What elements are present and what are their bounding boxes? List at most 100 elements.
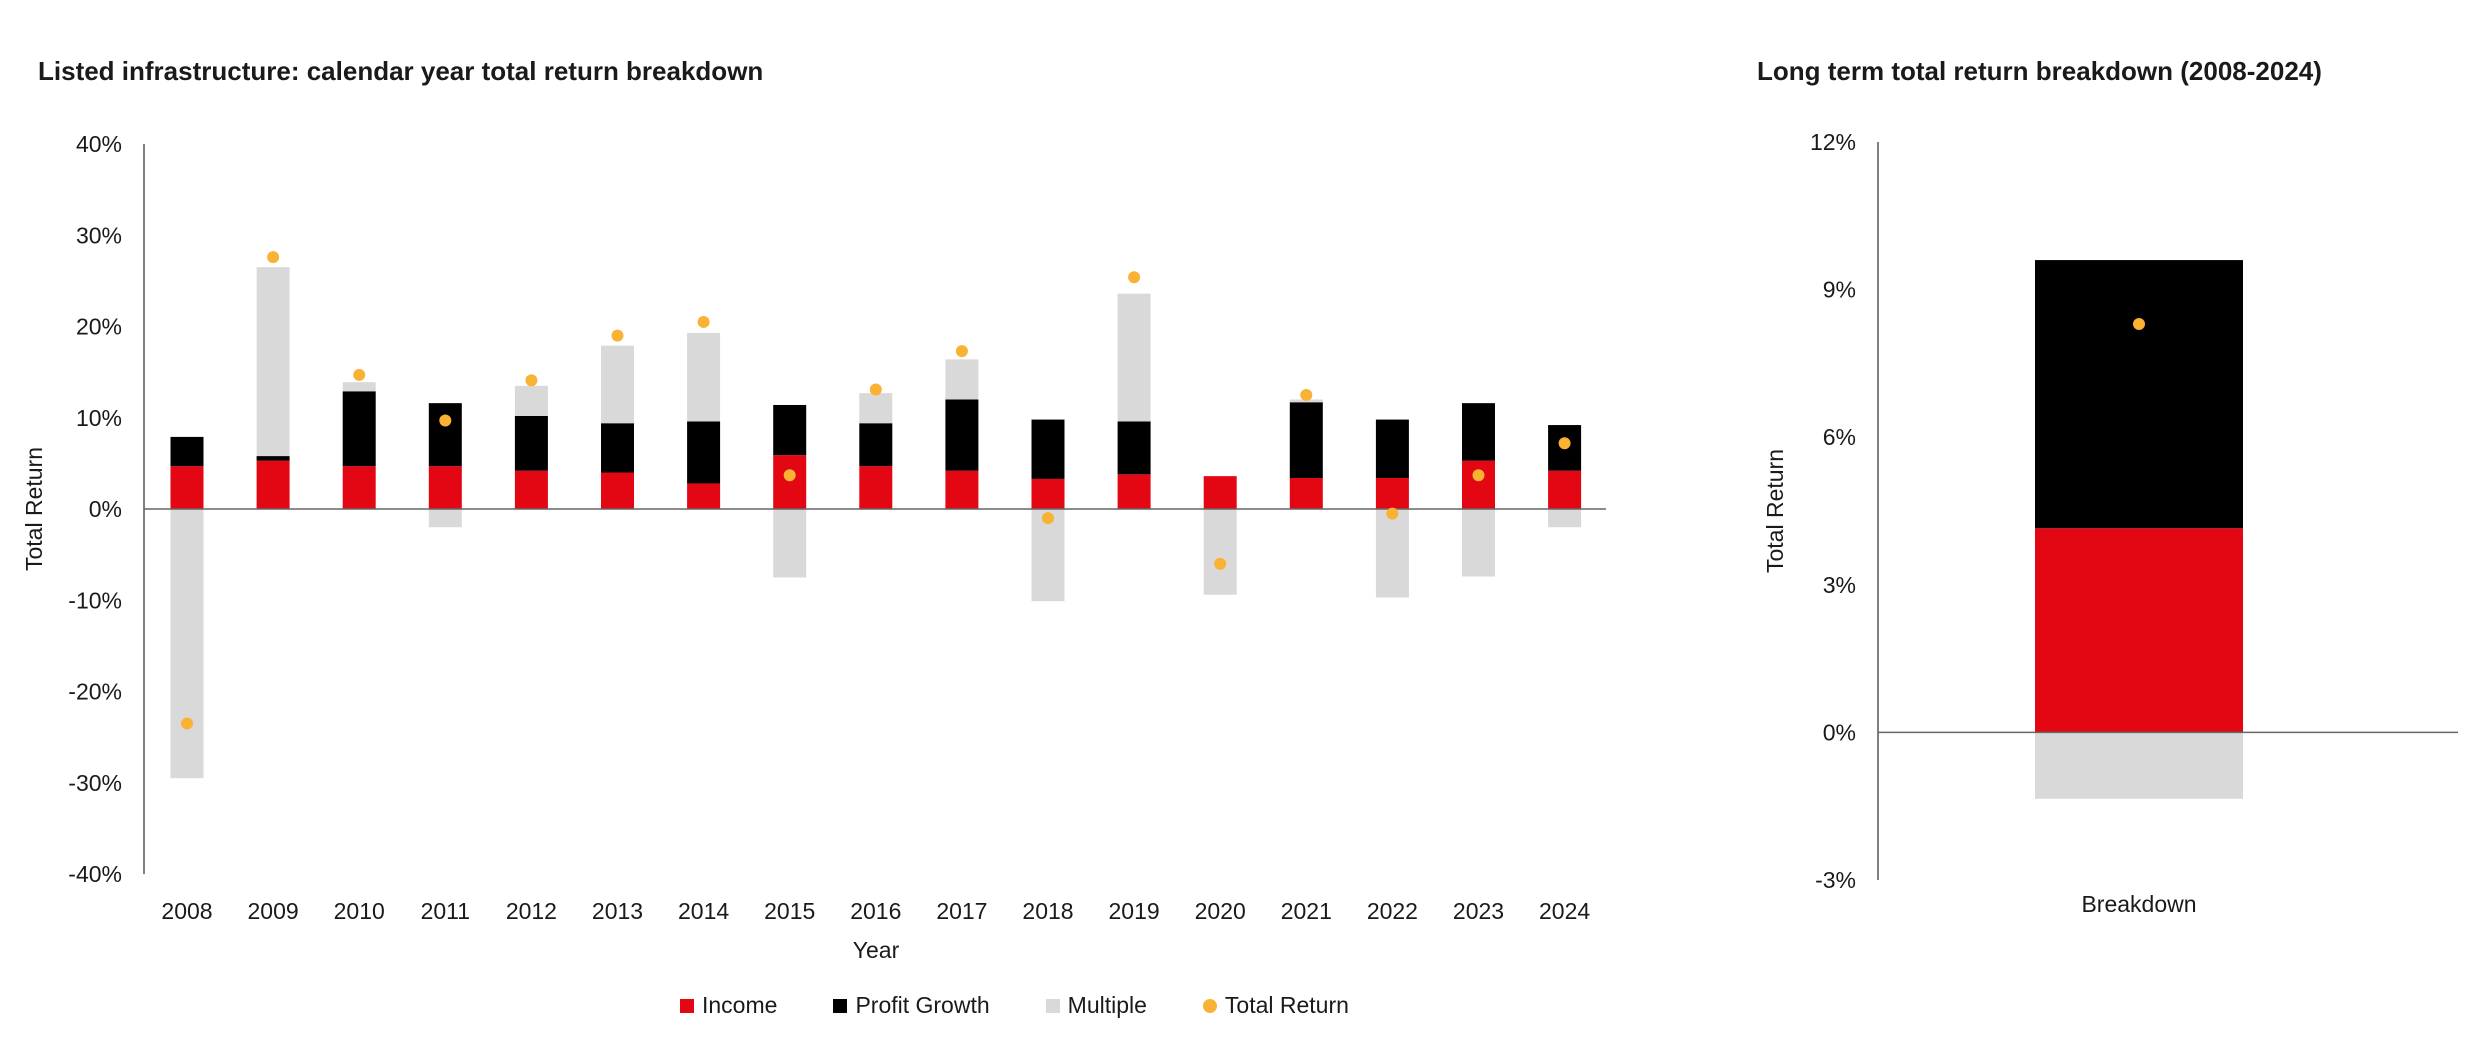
annual-bar-multiple [428, 509, 462, 528]
annual-bar-income [687, 483, 721, 509]
annual-point-total-return [439, 414, 452, 427]
annual-bar-multiple [687, 332, 721, 422]
annual-x-tick-label: 2015 [764, 898, 815, 924]
annual-y-tick-label: 10% [76, 405, 122, 431]
annual-y-tick-label: -10% [68, 587, 122, 613]
annual-bar-multiple [1031, 509, 1065, 602]
annual-point-total-return [1128, 271, 1141, 284]
legend-item-total-return: Total Return [1202, 992, 1349, 1019]
annual-bar-multiple [170, 509, 204, 779]
annual-bar-income [256, 460, 290, 509]
annual-y-axis-title: Total Return [21, 447, 47, 571]
legend-item-profit-growth: Profit Growth [833, 992, 990, 1019]
annual-bar-multiple [1375, 509, 1409, 598]
annual-bar-profit-growth [1462, 403, 1495, 461]
longterm-bar-profit-growth [2035, 260, 2243, 529]
legend-label-income: Income [702, 992, 778, 1018]
annual-bar-multiple [1548, 509, 1582, 528]
annual-point-total-return [783, 469, 796, 482]
annual-x-tick-label: 2022 [1367, 898, 1418, 924]
annual-bar-income [1548, 470, 1582, 509]
longterm-y-tick-label: -3% [1815, 867, 1856, 893]
annual-point-total-return [353, 368, 366, 381]
annual-point-total-return [869, 383, 882, 396]
longterm-bar-income [2035, 528, 2243, 733]
annual-bar-income [514, 470, 548, 509]
annual-x-tick-label: 2021 [1281, 898, 1332, 924]
annual-y-tick-label: 30% [76, 222, 122, 248]
longterm-y-tick-label: 6% [1823, 424, 1856, 450]
annual-point-total-return [955, 345, 968, 358]
annual-x-tick-label: 2011 [421, 898, 470, 924]
annual-x-tick-label: 2016 [850, 898, 901, 924]
annual-bar-income [342, 466, 376, 509]
annual-bar-income [1462, 460, 1495, 509]
annual-bar-profit-growth [514, 415, 548, 471]
longterm-y-axis-title: Total Return [1762, 449, 1788, 573]
chart-legend: Income Profit Growth Multiple Total Retu… [680, 992, 1405, 1019]
annual-point-total-return [697, 315, 710, 328]
annual-bar-profit-growth [773, 404, 807, 456]
annual-bar-profit-growth [601, 423, 634, 473]
annual-x-tick-label: 2008 [161, 898, 212, 924]
annual-y-tick-label: 40% [76, 131, 122, 157]
annual-bar-income [773, 455, 807, 509]
annual-point-total-return [611, 329, 624, 342]
annual-point-total-return [1214, 557, 1227, 570]
annual-bar-multiple [1203, 509, 1237, 595]
longterm-point-total-return [2133, 318, 2145, 331]
annual-bar-multiple [1462, 509, 1495, 577]
longterm-x-tick-label: Breakdown [2081, 891, 2196, 917]
longterm-y-tick-label: 9% [1823, 277, 1856, 303]
legend-swatch-multiple [1045, 998, 1060, 1013]
annual-point-total-return [1042, 512, 1054, 525]
annual-x-tick-label: 2019 [1109, 898, 1160, 924]
annual-bar-multiple [773, 509, 807, 578]
annual-bar-income [601, 472, 634, 509]
annual-x-tick-label: 2023 [1453, 898, 1504, 924]
annual-point-total-return [525, 374, 538, 387]
annual-bar-profit-growth [1031, 419, 1065, 479]
annual-point-total-return [267, 251, 280, 264]
annual-bar-income [859, 466, 893, 509]
annual-x-axis-title: Year [853, 937, 900, 963]
annual-x-tick-label: 2020 [1195, 898, 1246, 924]
annual-y-tick-label: -20% [68, 679, 122, 705]
annual-bar-income [170, 466, 204, 509]
annual-x-tick-label: 2012 [506, 898, 557, 924]
annual-x-tick-label: 2013 [592, 898, 643, 924]
annual-bar-income [1117, 474, 1151, 509]
annual-bar-profit-growth [1289, 402, 1323, 478]
annual-y-tick-label: -40% [68, 861, 122, 887]
annual-x-tick-label: 2018 [1022, 898, 1073, 924]
annual-bar-profit-growth [428, 403, 462, 467]
longterm-y-tick-label: 3% [1823, 572, 1856, 598]
annual-bar-income [1031, 478, 1065, 509]
annual-y-tick-label: 20% [76, 314, 122, 340]
annual-point-total-return [1472, 469, 1485, 482]
annual-bar-income [1203, 476, 1237, 509]
annual-bar-multiple [514, 385, 548, 416]
annual-point-total-return [181, 717, 193, 730]
annual-bar-profit-growth [342, 391, 376, 467]
annual-bar-income [945, 470, 979, 509]
annual-bar-income [428, 466, 462, 509]
annual-bar-multiple [945, 359, 979, 400]
annual-x-tick-label: 2010 [334, 898, 385, 924]
longterm-y-tick-label: 0% [1823, 719, 1856, 745]
annual-bar-multiple [1117, 293, 1151, 422]
annual-y-tick-label: -30% [68, 770, 122, 796]
annual-bar-profit-growth [859, 423, 893, 467]
legend-label-total-return: Total Return [1224, 992, 1349, 1018]
annual-bar-profit-growth [945, 399, 979, 471]
annual-x-tick-label: 2024 [1539, 898, 1590, 924]
annual-bar-profit-growth [256, 456, 290, 461]
legend-label-multiple: Multiple [1067, 992, 1147, 1018]
annual-y-tick-label: 0% [89, 496, 122, 522]
annual-bar-income [1375, 477, 1409, 509]
annual-bar-multiple [601, 345, 634, 424]
chart-title-annual: Listed infrastructure: calendar year tot… [38, 56, 764, 86]
legend-dot-total-return [1202, 998, 1217, 1013]
legend-item-income: Income [680, 992, 777, 1019]
